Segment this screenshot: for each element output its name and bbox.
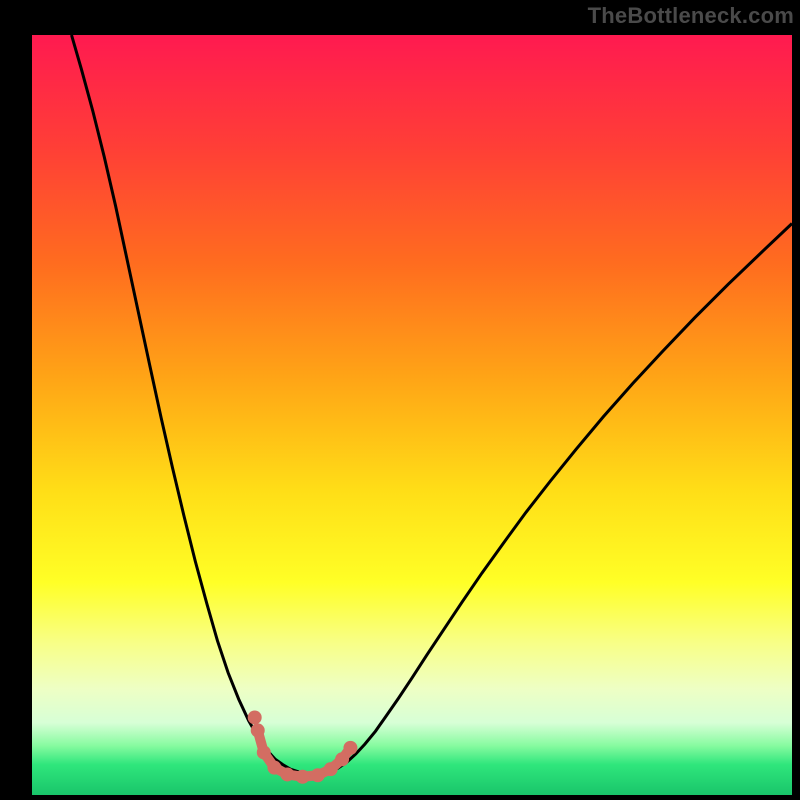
optimal-zone-point xyxy=(311,768,325,782)
optimal-zone-point xyxy=(343,741,357,755)
optimal-zone-point xyxy=(335,752,349,766)
plot-background xyxy=(32,35,792,795)
isolated-marker xyxy=(248,710,262,724)
bottleneck-chart xyxy=(0,0,800,800)
optimal-zone-point xyxy=(280,767,294,781)
optimal-zone-point xyxy=(296,770,310,784)
optimal-zone-point xyxy=(251,723,265,737)
optimal-zone-point xyxy=(267,761,281,775)
optimal-zone-point xyxy=(324,762,338,776)
watermark-text: TheBottleneck.com xyxy=(588,3,794,29)
optimal-zone-point xyxy=(257,745,271,759)
